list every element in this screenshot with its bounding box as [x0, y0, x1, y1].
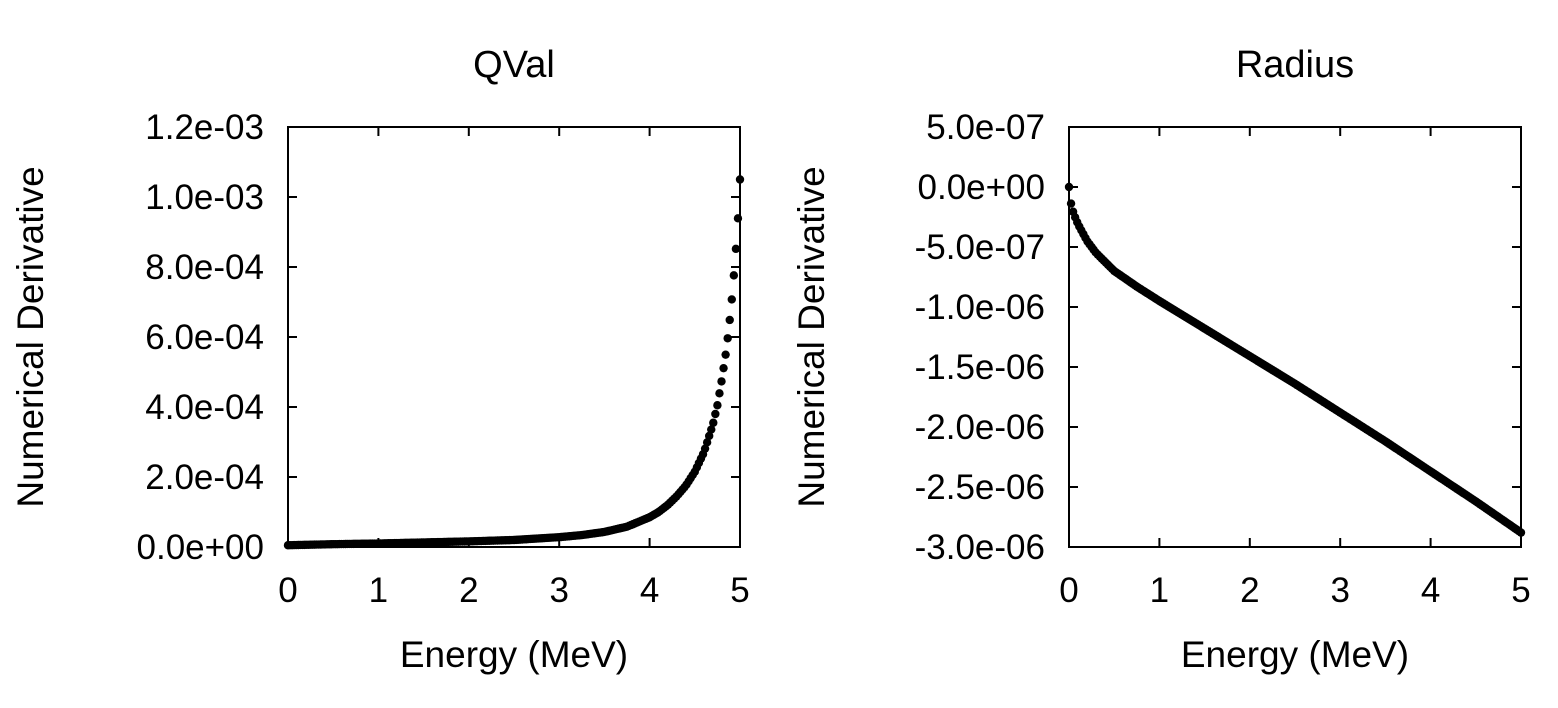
y-tick-label: 0.0e+00: [918, 168, 1046, 207]
y-tick-label: -2.5e-06: [915, 468, 1045, 507]
data-point: [731, 244, 741, 254]
chart-title: QVal: [473, 44, 555, 86]
data-point: [704, 431, 714, 441]
data-series: [283, 175, 745, 550]
y-axis-label: Numerical Derivative: [10, 166, 51, 507]
y-tick-label: -1.5e-06: [915, 348, 1045, 387]
x-tick-label: 1: [369, 571, 388, 610]
x-tick-label: 4: [1421, 571, 1440, 610]
x-tick-label: 2: [1240, 571, 1259, 610]
y-tick-label: 6.0e-04: [145, 318, 264, 357]
chart-panel-2: 0 1 2 3 4 5 -3.0e-06 -2.5e-06 -2.0e-06 -1.5e-06 -1…: [791, 44, 1531, 675]
data-point: [713, 401, 722, 410]
data-point: [707, 425, 716, 434]
plot-frame: [1068, 126, 1522, 548]
data-point: [717, 377, 726, 386]
data-point: [709, 418, 718, 427]
y-axis-label: Numerical Derivative: [791, 166, 832, 507]
y-tick-label: -5.0e-07: [915, 228, 1045, 267]
chart-panel-1: 0 1 2 3 4 5 0.0e+00 2.0e-04 4.0e-04 6.0e-04 8.0e-0…: [10, 44, 750, 675]
y-tick-label: 5.0e-07: [926, 108, 1045, 147]
data-point: [723, 334, 732, 343]
x-tick-label: 3: [1330, 571, 1349, 610]
x-axis-label: Energy (MeV): [400, 634, 628, 675]
data-series: [1064, 182, 1526, 537]
y-tick-label: 1.0e-03: [145, 178, 264, 217]
y-tick-label: 4.0e-04: [145, 388, 264, 427]
y-tick-label: 1.2e-03: [145, 108, 264, 147]
x-tick-label: 5: [1511, 571, 1530, 610]
data-point: [715, 389, 724, 398]
y-tick-label: 0.0e+00: [137, 528, 265, 567]
x-axis-label: Energy (MeV): [1181, 634, 1409, 675]
y-tick-label: 8.0e-04: [145, 248, 264, 287]
data-point: [727, 295, 736, 304]
x-tick-label: 5: [730, 571, 749, 610]
y-tick-label: -3.0e-06: [915, 528, 1045, 567]
data-point: [725, 315, 734, 325]
data-point: [711, 409, 720, 419]
x-tick-label: 1: [1150, 571, 1169, 610]
x-tick-label: 3: [549, 571, 568, 610]
y-tick-label: 2.0e-04: [145, 458, 264, 497]
y-tick-label: -2.0e-06: [915, 408, 1045, 447]
data-point: [719, 363, 728, 373]
data-point: [721, 350, 730, 359]
y-tick-label: -1.0e-06: [915, 288, 1045, 327]
data-point: [729, 271, 739, 280]
x-tick-label: 2: [459, 571, 478, 610]
chart-title: Radius: [1236, 44, 1354, 86]
x-tick-label: 0: [1059, 571, 1078, 610]
x-tick-label: 0: [278, 571, 297, 610]
plot-frame: [287, 126, 741, 548]
data-point: [700, 444, 710, 453]
x-tick-label: 4: [640, 571, 659, 610]
data-point: [702, 438, 712, 447]
